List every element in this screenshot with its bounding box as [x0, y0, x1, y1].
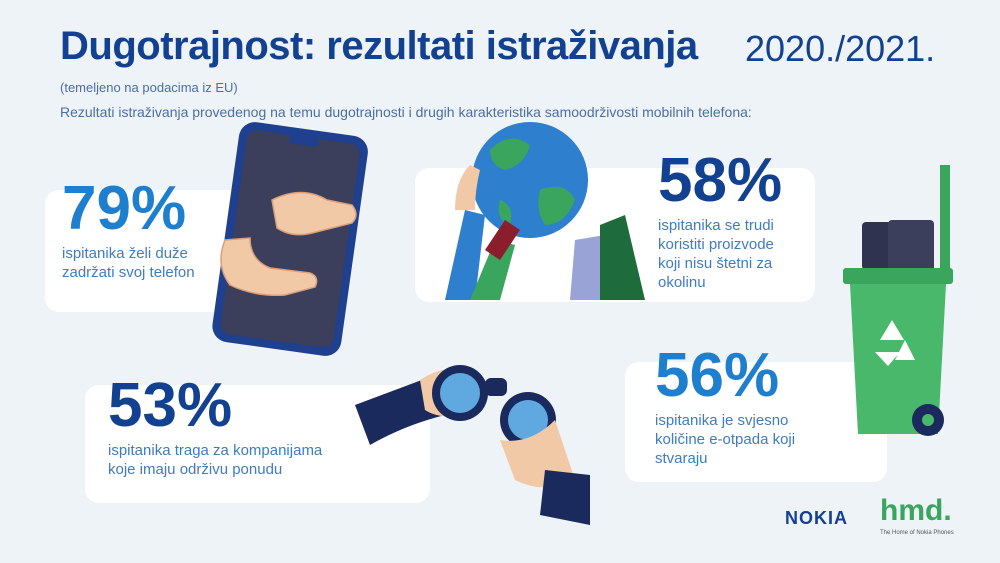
subtitle: (temeljeno na podacima iz EU)	[60, 80, 238, 95]
stat-text: ispitanika se trudi	[658, 217, 774, 234]
stat-text: ispitanika je svjesno	[655, 412, 789, 429]
card	[625, 362, 887, 482]
stat-text: stvaraju	[655, 450, 708, 467]
stat-text: okolinu	[658, 274, 706, 291]
stat-value: 56%	[655, 341, 780, 410]
recycle-bin-illustration	[843, 165, 953, 436]
stat-text: ispitanika traga za kompanijama	[108, 442, 323, 459]
stat-text: zadržati svoj telefon	[62, 264, 195, 281]
hmd-tagline: The Home of Nokia Phones	[880, 530, 954, 536]
stat-text: koristiti proizvode	[658, 236, 774, 253]
stat-text: koje imaju održivu ponudu	[108, 461, 283, 478]
nokia-logo: NOKIA	[785, 508, 848, 528]
year: 2020./2021.	[745, 28, 936, 69]
stat-text: koji nisu štetni za	[658, 255, 773, 272]
hmd-logo: hmd.	[880, 494, 952, 527]
title: Dugotrajnost: rezultati istraživanja	[60, 24, 698, 68]
hands	[220, 191, 357, 297]
stat-value: 53%	[108, 371, 233, 440]
stat-text: ispitanika želi duže	[62, 245, 188, 262]
binoculars-illustration	[355, 365, 590, 525]
globe-illustration	[445, 122, 645, 300]
stat-value: 58%	[658, 146, 783, 215]
description: Rezultati istraživanja provedenog na tem…	[60, 104, 752, 120]
stat-text: količine e-otpada koji	[655, 431, 796, 448]
stat-value: 79%	[62, 174, 187, 243]
